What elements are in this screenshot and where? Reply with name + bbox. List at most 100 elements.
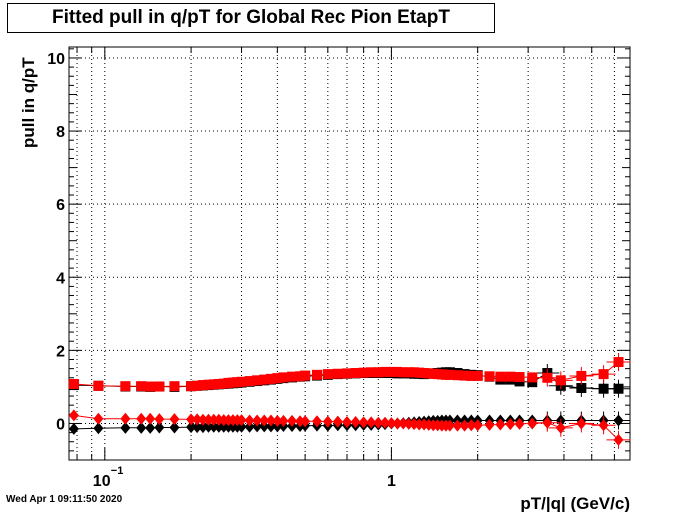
- data-point: [409, 367, 420, 378]
- y-tick-label: 0: [56, 416, 65, 433]
- data-point: [197, 421, 208, 434]
- data-point: [542, 372, 553, 383]
- data-point: [613, 433, 624, 446]
- data-point: [203, 413, 214, 426]
- data-point: [542, 416, 553, 429]
- data-point: [93, 380, 104, 391]
- data-point: [403, 367, 414, 378]
- data-point: [145, 381, 156, 392]
- series-3: [68, 409, 631, 449]
- data-point: [136, 381, 147, 392]
- data-point: [505, 418, 516, 431]
- data-point: [120, 421, 131, 434]
- data-point: [295, 415, 306, 428]
- data-point: [93, 422, 104, 435]
- data-point: [259, 374, 270, 385]
- data-point: [186, 381, 197, 392]
- data-point: [484, 371, 495, 382]
- data-point: [186, 413, 197, 426]
- data-point: [192, 413, 203, 426]
- x-tick-label: 10: [93, 473, 111, 490]
- data-point: [466, 419, 477, 432]
- data-point: [527, 417, 538, 430]
- data-point: [145, 412, 156, 425]
- data-point: [484, 418, 495, 431]
- x-tick-label-exponent: −1: [111, 465, 124, 477]
- data-point: [120, 412, 131, 425]
- data-point: [244, 414, 255, 427]
- data-series: [68, 353, 631, 449]
- data-point: [366, 416, 377, 429]
- data-point: [278, 372, 289, 383]
- data-point: [380, 366, 391, 377]
- data-point: [322, 415, 333, 428]
- data-point: [613, 414, 624, 427]
- data-point: [466, 370, 477, 381]
- data-point: [208, 420, 219, 433]
- timestamp-label: Wed Apr 1 09:11:50 2020: [6, 494, 123, 505]
- data-point: [527, 372, 538, 383]
- data-point: [154, 381, 165, 392]
- data-point: [311, 369, 322, 380]
- chart-title: Fitted pull in q/pT for Global Rec Pion …: [7, 3, 495, 33]
- data-point: [154, 421, 165, 434]
- data-point: [300, 415, 311, 428]
- data-point: [380, 416, 391, 429]
- data-point: [555, 421, 566, 434]
- data-point: [386, 366, 397, 377]
- data-point: [350, 368, 361, 379]
- data-point: [287, 371, 298, 382]
- data-point: [459, 419, 470, 432]
- data-point: [252, 375, 263, 386]
- data-point: [203, 379, 214, 390]
- data-point: [576, 417, 587, 430]
- data-point: [236, 414, 247, 427]
- data-point: [514, 417, 525, 430]
- data-point: [68, 378, 79, 389]
- y-tick-label: 4: [56, 270, 65, 287]
- x-axis-title: pT/|q| (GeV/c): [520, 494, 630, 512]
- data-point: [154, 413, 165, 426]
- data-point: [350, 415, 361, 428]
- data-point: [386, 417, 397, 430]
- data-point: [136, 412, 147, 425]
- data-point: [322, 369, 333, 380]
- data-point: [358, 367, 369, 378]
- y-tick-label: 2: [56, 343, 65, 360]
- plot-frame: [68, 46, 631, 461]
- data-point: [613, 383, 624, 394]
- data-point: [444, 369, 455, 380]
- data-point: [598, 419, 609, 432]
- data-point: [373, 416, 384, 429]
- data-point: [169, 421, 180, 434]
- data-point: [236, 376, 247, 387]
- data-point: [444, 419, 455, 432]
- data-point: [472, 370, 483, 381]
- y-tick-label: 10: [47, 51, 65, 68]
- data-point: [186, 421, 197, 434]
- data-point: [169, 413, 180, 426]
- data-point: [197, 380, 208, 391]
- data-point: [358, 416, 369, 429]
- grid-lines: [69, 47, 630, 460]
- data-point: [398, 417, 409, 430]
- data-point: [505, 371, 516, 382]
- data-point: [495, 418, 506, 431]
- data-point: [278, 414, 289, 427]
- data-point: [192, 380, 203, 391]
- data-point: [120, 381, 131, 392]
- data-point: [555, 375, 566, 386]
- data-point: [366, 367, 377, 378]
- data-point: [598, 383, 609, 394]
- data-point: [613, 357, 624, 368]
- data-point: [145, 421, 156, 434]
- data-point: [203, 420, 214, 433]
- data-point: [208, 413, 219, 426]
- data-point: [459, 370, 470, 381]
- data-point: [495, 371, 506, 382]
- data-point: [373, 367, 384, 378]
- data-point: [576, 382, 587, 393]
- data-point: [342, 415, 353, 428]
